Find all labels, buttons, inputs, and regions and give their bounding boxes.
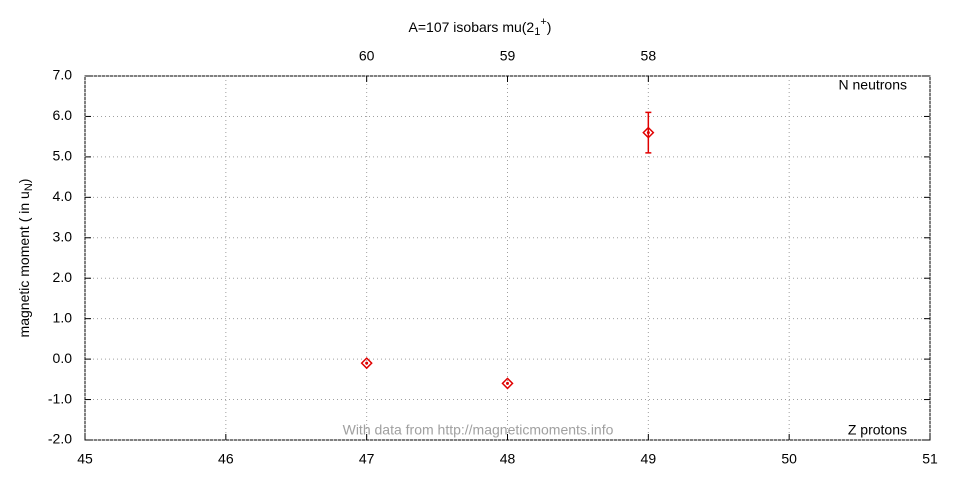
y-tick-label: 3.0 [53, 228, 73, 244]
x-axis-label: Z protons [848, 422, 907, 438]
data-point-center [365, 361, 369, 365]
data-point [642, 126, 655, 139]
title-main: A=107 isobars mu(2 [409, 19, 535, 35]
y-tick-label: 0.0 [53, 350, 73, 366]
x2-tick-label: 60 [359, 48, 375, 64]
y-tick-label: 6.0 [53, 107, 73, 123]
data-point [501, 377, 514, 390]
x-tick-label: 50 [781, 451, 797, 467]
x-tick-label: 45 [77, 451, 93, 467]
x2-tick-label: 58 [641, 48, 657, 64]
y-tick-label: -1.0 [48, 390, 72, 406]
y-tick-label: 7.0 [53, 67, 73, 83]
x-tick-label: 51 [922, 451, 938, 467]
title-sub: 1 [534, 26, 540, 38]
x2-tick-label: 59 [500, 48, 516, 64]
x-tick-label: 49 [641, 451, 657, 467]
watermark: With data from http://magneticmoments.in… [343, 422, 614, 438]
x-tick-label: 48 [500, 451, 516, 467]
data-point-center [646, 131, 650, 135]
y-tick-label: 1.0 [53, 309, 73, 325]
y-tick-label: -2.0 [48, 431, 72, 447]
title-sup: + [540, 16, 546, 28]
chart-title: A=107 isobars mu(21+) [409, 16, 552, 38]
data-point-center [506, 381, 509, 385]
ylabel-main: magnetic moment ( in u [16, 191, 32, 337]
y-tick-label: 2.0 [53, 269, 73, 285]
x2-axis-label: N neutrons [839, 77, 907, 93]
y-axis-label: magnetic moment ( in uN) [16, 179, 35, 338]
x-tick-label: 46 [218, 451, 234, 467]
title-end: ) [547, 19, 552, 35]
data-point [360, 357, 373, 370]
y-tick-label: 5.0 [53, 148, 73, 164]
ylabel-end: ) [16, 179, 32, 184]
ylabel-sub: N [23, 183, 35, 191]
plot-frame [84, 75, 931, 441]
y-tick-label: 4.0 [53, 188, 73, 204]
x-tick-label: 47 [359, 451, 375, 467]
